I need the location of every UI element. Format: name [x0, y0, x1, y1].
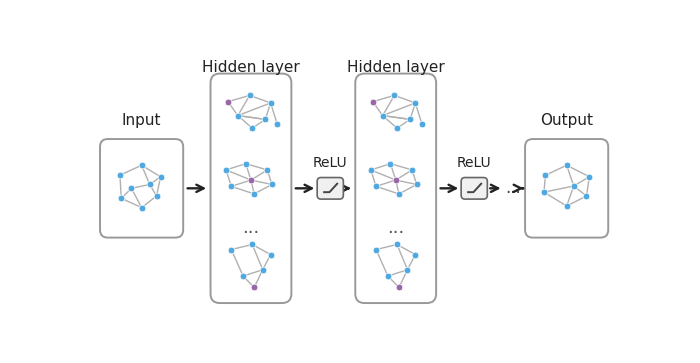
Text: ReLU: ReLU: [457, 156, 491, 170]
FancyBboxPatch shape: [100, 139, 183, 238]
Text: Hidden layer: Hidden layer: [202, 60, 300, 75]
Text: Hidden layer: Hidden layer: [346, 60, 444, 75]
FancyBboxPatch shape: [317, 178, 344, 199]
Text: ...: ...: [242, 219, 260, 237]
Text: ReLU: ReLU: [313, 156, 348, 170]
Text: ...: ...: [505, 179, 521, 197]
Text: ...: ...: [387, 219, 405, 237]
FancyBboxPatch shape: [461, 178, 487, 199]
FancyBboxPatch shape: [356, 74, 436, 303]
FancyBboxPatch shape: [525, 139, 608, 238]
FancyBboxPatch shape: [211, 74, 291, 303]
Text: Input: Input: [122, 113, 162, 128]
Text: Output: Output: [540, 113, 593, 128]
